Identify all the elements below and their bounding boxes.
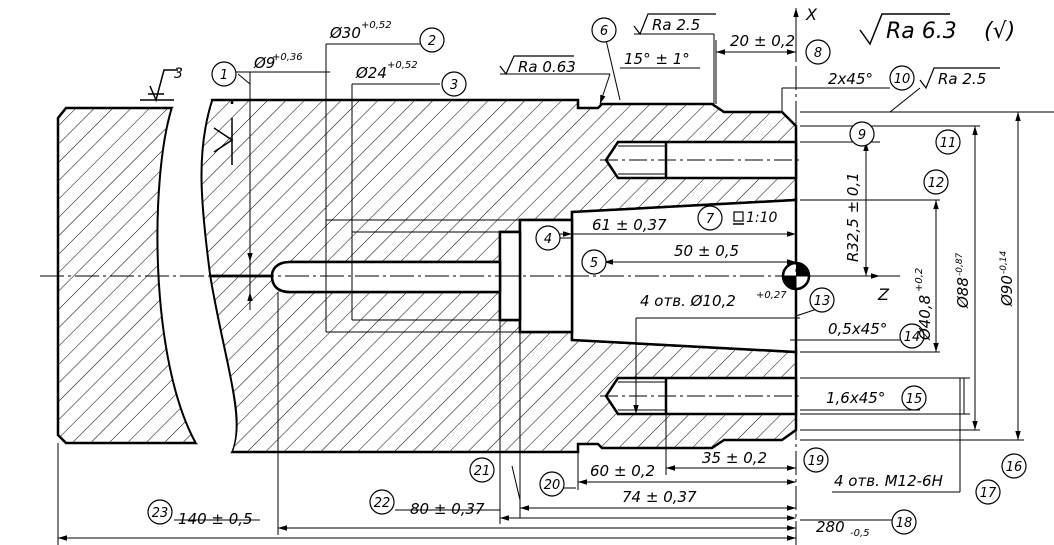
- datum-mark: [140, 69, 178, 103]
- dim-len140: 140 ± 0,5: [178, 510, 253, 528]
- dim-taper: 1:10: [746, 210, 778, 226]
- balloon-callouts: [147, 17, 1027, 535]
- balloon-18: 18: [896, 516, 913, 531]
- balloon-19: 19: [808, 454, 825, 469]
- balloon-23: 23: [152, 506, 169, 521]
- dim-len35: 35 ± 0,2: [702, 449, 767, 467]
- dim-len80: 80 ± 0,37: [410, 500, 485, 518]
- dim-threads: 4 отв. M12-6H: [834, 472, 943, 490]
- z-axis-label: Z: [877, 285, 890, 304]
- dim-d88: Ø88: [954, 277, 972, 309]
- balloon-15: 15: [906, 392, 923, 407]
- dim-len20: 20 ± 0,2: [730, 32, 795, 50]
- balloon-14: 14: [904, 330, 921, 345]
- balloon-16: 16: [1006, 460, 1023, 475]
- dim-holes-d10-tol: +0,27: [756, 290, 787, 301]
- dim-r325: R32,5 ± 0,1: [844, 172, 862, 262]
- dim-len280: 280: [816, 518, 845, 536]
- balloon-20: 20: [544, 478, 561, 493]
- dim-d408-tol: +0,2: [914, 268, 925, 292]
- dim-chamfer05: 0,5x45°: [828, 320, 887, 338]
- balloon-8: 8: [814, 46, 822, 61]
- dim-len60: 60 ± 0,2: [590, 462, 655, 480]
- dim-d90-tol: -0,14: [999, 250, 1009, 274]
- dim-ra063: Ra 0.63: [518, 58, 576, 76]
- dim-chamfer16: 1,6x45°: [826, 389, 885, 407]
- balloon-17: 17: [980, 486, 997, 501]
- dimension-text: Ø9 +0,36 Ø30 +0,52 Ø24 +0,52 Ra 0.63 Ra …: [178, 16, 1016, 539]
- balloon-1: 1: [220, 68, 228, 83]
- dim-angle15: 15° ± 1°: [624, 50, 690, 68]
- balloon-4: 4: [544, 232, 552, 247]
- dim-ra25-top: Ra 2.5: [652, 16, 700, 34]
- balloon-3: 3: [450, 78, 458, 93]
- balloon-21: 21: [474, 464, 491, 479]
- dim-d30: Ø30: [329, 24, 361, 42]
- dim-len74: 74 ± 0,37: [622, 488, 697, 506]
- dim-len280-tol: -0,5: [850, 528, 870, 539]
- svg-text:Ra 6.3: Ra 6.3: [886, 19, 957, 44]
- roughness-mark-063: [499, 55, 574, 76]
- global-roughness: Ra 6.3 (√): [859, 13, 1015, 46]
- balloon-2: 2: [428, 34, 436, 49]
- balloon-11: 11: [940, 136, 957, 151]
- dimension-lines: [57, 33, 1054, 545]
- balloon-10: 10: [894, 72, 911, 87]
- dim-holes-d10: 4 отв. Ø10,2: [640, 292, 736, 310]
- dim-d24-tol: +0,52: [387, 60, 418, 71]
- dim-d9-tol: +0,36: [272, 52, 303, 63]
- balloon-9: 9: [858, 128, 866, 143]
- balloon-5: 5: [590, 256, 598, 271]
- dim-chamfer2x45: 2x45°: [828, 70, 873, 88]
- bore-d9: [270, 260, 502, 294]
- balloon-7: 7: [706, 212, 715, 227]
- balloon-13: 13: [814, 294, 831, 309]
- dim-d88-tol: -0,87: [955, 252, 965, 276]
- balloon-12: 12: [928, 176, 945, 191]
- x-axis-label: X: [805, 5, 818, 24]
- dim-d9: Ø9: [253, 54, 275, 72]
- dim-len61: 61 ± 0,37: [592, 216, 667, 234]
- balloon-numbers: 1 2 3 4 5 6 7 8 9 10 11 12 13 14 15 16 1…: [152, 24, 1023, 531]
- dim-len50: 50 ± 0,5: [674, 242, 739, 260]
- datum-label: 3: [174, 66, 183, 82]
- roughness-mark-25-top: [633, 13, 716, 36]
- axis-lines: [40, 8, 900, 545]
- dim-d90: Ø90: [998, 275, 1016, 307]
- roughness-mark-25-right: [919, 67, 1000, 90]
- dim-d24: Ø24: [355, 64, 387, 82]
- balloon-22: 22: [374, 496, 391, 511]
- taper-symbol: [733, 211, 744, 222]
- svg-text:(√): (√): [984, 19, 1015, 44]
- dim-d408: Ø40,8: [916, 295, 934, 341]
- balloon-6: 6: [600, 24, 608, 39]
- dim-ra25-right: Ra 2.5: [938, 70, 986, 88]
- dim-d30-tol: +0,52: [361, 20, 392, 31]
